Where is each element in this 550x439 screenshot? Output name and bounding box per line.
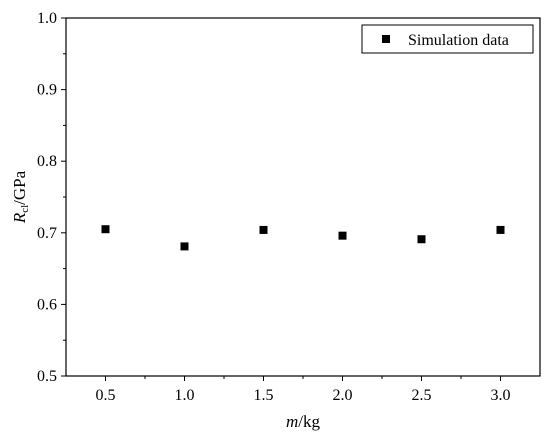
y-tick-label: 0.8 [37,153,57,170]
y-tick-label: 0.6 [37,296,57,313]
x-tick-label: 1.0 [175,387,195,404]
y-tick-label: 0.5 [37,368,57,385]
y-tick-label: 1.0 [37,10,57,27]
data-point [101,225,110,234]
data-point [259,225,268,234]
data-point [180,242,189,251]
data-point [496,225,505,234]
y-tick-label: 0.7 [37,225,57,242]
x-tick-label: 3.0 [491,387,511,404]
data-point [338,231,347,240]
x-tick-label: 2.5 [412,387,432,404]
data-point [417,235,426,244]
plot-frame [65,17,541,377]
x-tick-label: 1.5 [254,387,274,404]
legend-box [361,24,534,54]
x-tick-label: 0.5 [96,387,116,404]
legend: Simulation data [361,24,534,54]
x-tick-label: 2.0 [333,387,353,404]
y-axis-label: Rcl/GPa [10,170,31,224]
legend-marker [382,35,390,43]
data-points [101,225,505,251]
y-tick-label: 0.9 [37,82,57,99]
x-axis: 0.5 1.0 1.5 2.0 2.5 3.0 [96,376,511,404]
y-axis: 0.5 0.6 0.7 0.8 0.9 1.0 [37,10,66,385]
legend-entry: Simulation data [408,32,509,49]
x-axis-label: m/kg [286,412,321,431]
